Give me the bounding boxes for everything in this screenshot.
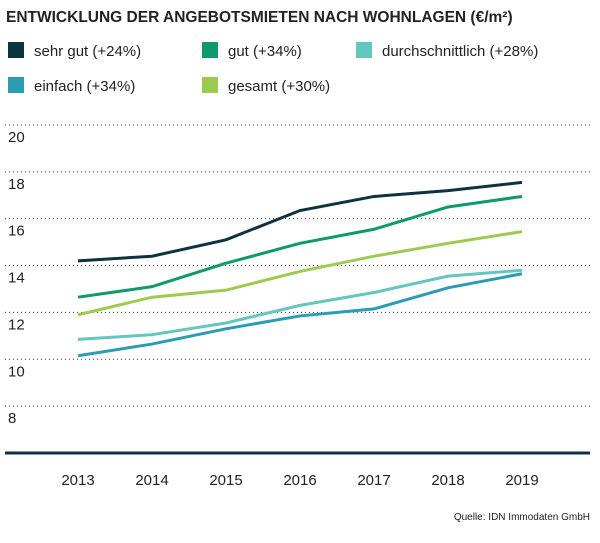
source: Quelle: IDN Immodaten GmbH [454, 512, 590, 523]
legend-label: sehr gut (+24%) [34, 43, 141, 60]
y-tick-label: 8 [8, 410, 16, 427]
y-tick-label: 12 [8, 316, 25, 333]
y-tick-label: 10 [8, 363, 25, 380]
legend-label: einfach (+34%) [34, 78, 135, 95]
legend-label: gut (+34%) [228, 43, 302, 60]
legend-swatch [202, 42, 218, 58]
series-line [77, 180, 523, 263]
legend-swatch [8, 42, 24, 58]
x-tick-label: 2015 [209, 472, 242, 489]
legend-label: gesamt (+30%) [228, 78, 330, 95]
x-tick-label: 2016 [283, 472, 316, 489]
legend-swatch [202, 77, 218, 93]
chart-title: ENTWICKLUNG DER ANGEBOTSMIETEN NACH WOHN… [6, 9, 513, 26]
y-tick-label: 18 [8, 176, 25, 193]
series-line [77, 230, 523, 317]
legend-swatch [8, 77, 24, 93]
x-tick-label: 2017 [357, 472, 390, 489]
series-line [77, 194, 523, 299]
x-tick-label: 2018 [431, 472, 464, 489]
y-tick-label: 20 [8, 129, 25, 146]
x-tick-label: 2014 [135, 472, 168, 489]
x-tick-label: 2013 [61, 472, 94, 489]
x-tick-label: 2019 [505, 472, 538, 489]
legend-swatch [356, 42, 372, 58]
y-tick-label: 16 [8, 223, 25, 240]
legend-label: durchschnittlich (+28%) [382, 43, 538, 60]
y-tick-label: 14 [8, 270, 25, 287]
series-line [77, 268, 523, 341]
series-line [77, 272, 523, 358]
